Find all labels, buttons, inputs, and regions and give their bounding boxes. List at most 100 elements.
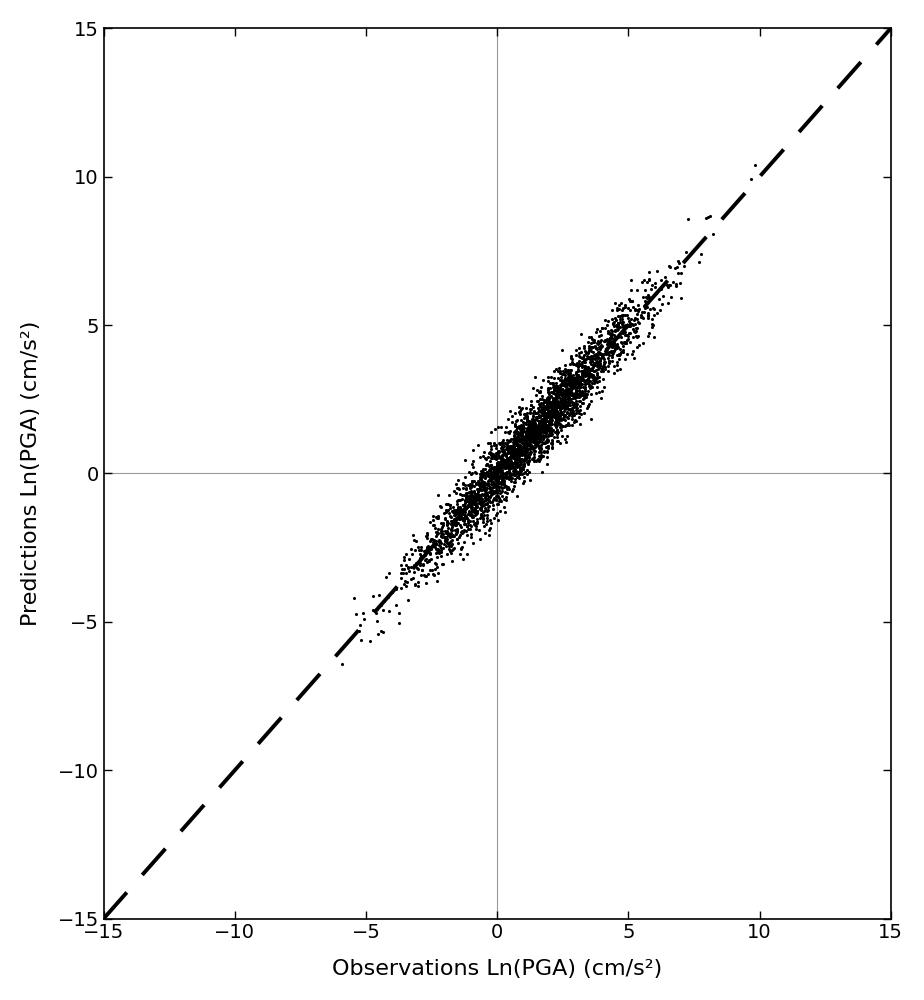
- Point: [538, 415, 553, 431]
- Point: [592, 356, 607, 372]
- Point: [456, 476, 470, 492]
- Point: [563, 401, 578, 417]
- Point: [521, 423, 536, 439]
- Point: [526, 430, 541, 446]
- Point: [516, 458, 530, 474]
- Point: [663, 277, 678, 293]
- Point: [571, 405, 586, 421]
- Point: [551, 388, 565, 404]
- Point: [510, 448, 525, 464]
- Point: [532, 448, 547, 464]
- Point: [562, 405, 577, 421]
- Point: [602, 333, 617, 349]
- Point: [548, 404, 563, 420]
- Point: [474, 495, 489, 511]
- Point: [528, 431, 542, 447]
- Point: [532, 413, 547, 429]
- Point: [530, 433, 545, 449]
- Point: [559, 394, 574, 410]
- Point: [518, 429, 533, 445]
- Point: [407, 576, 422, 592]
- Point: [393, 565, 407, 581]
- Point: [628, 323, 643, 339]
- Point: [468, 497, 483, 513]
- Point: [592, 341, 607, 357]
- Point: [513, 461, 528, 477]
- Point: [506, 481, 521, 497]
- Point: [436, 540, 451, 556]
- Point: [528, 429, 542, 445]
- Point: [502, 481, 517, 497]
- Point: [510, 447, 525, 463]
- Point: [469, 492, 484, 508]
- Point: [582, 366, 597, 382]
- Point: [467, 503, 481, 519]
- Point: [522, 421, 537, 437]
- Point: [519, 422, 534, 438]
- Point: [559, 385, 574, 401]
- Point: [523, 444, 538, 460]
- Point: [439, 529, 454, 545]
- Point: [417, 567, 432, 583]
- Point: [550, 396, 565, 412]
- Point: [459, 518, 474, 534]
- Point: [573, 379, 588, 395]
- Point: [595, 338, 610, 354]
- Point: [562, 391, 577, 407]
- Point: [563, 387, 578, 403]
- Point: [562, 367, 577, 383]
- Point: [454, 541, 468, 557]
- Point: [578, 359, 593, 375]
- Point: [614, 314, 629, 330]
- Point: [474, 482, 489, 498]
- Point: [528, 435, 542, 451]
- Point: [565, 397, 580, 413]
- Point: [518, 434, 533, 450]
- Point: [541, 413, 556, 429]
- Point: [490, 459, 505, 475]
- Point: [589, 349, 603, 365]
- Point: [458, 485, 473, 501]
- Point: [512, 399, 527, 415]
- Point: [572, 353, 587, 369]
- Point: [648, 275, 663, 291]
- Point: [424, 551, 439, 567]
- Point: [610, 362, 625, 378]
- Point: [492, 435, 507, 451]
- Point: [553, 408, 567, 424]
- Point: [466, 494, 480, 510]
- Point: [505, 449, 520, 465]
- Point: [548, 412, 563, 428]
- Point: [477, 474, 492, 490]
- Point: [519, 426, 534, 442]
- Point: [561, 371, 576, 387]
- Point: [586, 363, 601, 379]
- Point: [470, 484, 485, 500]
- Point: [479, 487, 493, 503]
- Point: [455, 491, 469, 507]
- Point: [520, 408, 535, 424]
- Point: [492, 458, 507, 474]
- Point: [538, 401, 553, 417]
- Point: [539, 400, 553, 416]
- Point: [581, 329, 596, 345]
- Point: [522, 404, 537, 420]
- Point: [541, 400, 555, 416]
- Point: [531, 409, 546, 425]
- Point: [561, 410, 576, 426]
- Point: [457, 516, 472, 532]
- Point: [472, 492, 487, 508]
- Point: [474, 506, 489, 522]
- Point: [585, 360, 600, 376]
- Point: [536, 406, 551, 422]
- Point: [541, 432, 555, 448]
- Point: [539, 392, 553, 408]
- Point: [612, 346, 626, 362]
- Point: [445, 527, 460, 543]
- Point: [494, 447, 509, 463]
- Point: [590, 353, 604, 369]
- Point: [554, 342, 569, 358]
- Point: [561, 363, 576, 379]
- Point: [578, 360, 592, 376]
- Point: [571, 340, 586, 356]
